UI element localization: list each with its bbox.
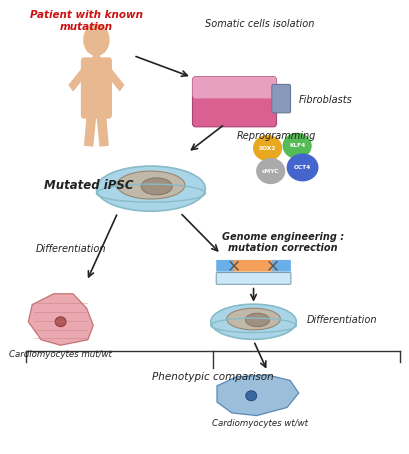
Text: Genome engineering :
mutation correction: Genome engineering : mutation correction: [222, 232, 344, 253]
Ellipse shape: [97, 166, 205, 211]
Ellipse shape: [83, 24, 110, 56]
Text: Cardiomyocytes mut/wt: Cardiomyocytes mut/wt: [9, 350, 112, 359]
Polygon shape: [84, 114, 97, 147]
FancyBboxPatch shape: [272, 260, 291, 271]
Ellipse shape: [246, 391, 257, 401]
Text: Phenotypic comparison: Phenotypic comparison: [152, 372, 274, 382]
Text: Fibroblasts: Fibroblasts: [299, 95, 353, 105]
Ellipse shape: [55, 317, 66, 327]
Text: Reprogramming: Reprogramming: [236, 131, 316, 141]
Polygon shape: [103, 65, 124, 92]
Polygon shape: [68, 65, 90, 92]
Text: KLF4: KLF4: [289, 143, 305, 148]
FancyBboxPatch shape: [193, 77, 276, 127]
Ellipse shape: [227, 308, 281, 330]
Text: cMYC: cMYC: [262, 168, 279, 173]
FancyBboxPatch shape: [216, 272, 291, 284]
Ellipse shape: [256, 158, 285, 184]
Ellipse shape: [287, 153, 319, 182]
Ellipse shape: [92, 52, 101, 66]
Text: Differentiation: Differentiation: [36, 244, 106, 254]
FancyBboxPatch shape: [216, 260, 235, 271]
Polygon shape: [28, 294, 93, 345]
Ellipse shape: [141, 178, 172, 195]
Polygon shape: [217, 375, 299, 415]
Ellipse shape: [211, 304, 297, 339]
Ellipse shape: [253, 135, 282, 161]
FancyBboxPatch shape: [272, 84, 290, 113]
Polygon shape: [97, 114, 109, 147]
Text: Patient with known
mutation: Patient with known mutation: [30, 10, 143, 32]
Text: OCT4: OCT4: [294, 165, 311, 170]
Text: Cardiomyocytes wt/wt: Cardiomyocytes wt/wt: [212, 419, 308, 428]
Text: Differentiation: Differentiation: [306, 315, 377, 325]
Ellipse shape: [117, 171, 185, 199]
Text: SOX2: SOX2: [259, 146, 276, 151]
FancyBboxPatch shape: [233, 260, 274, 271]
Ellipse shape: [283, 133, 312, 159]
Ellipse shape: [245, 313, 270, 327]
FancyBboxPatch shape: [193, 77, 276, 99]
FancyBboxPatch shape: [81, 57, 112, 118]
Text: Mutated iPSC: Mutated iPSC: [44, 179, 133, 192]
Text: Somatic cells isolation: Somatic cells isolation: [205, 20, 315, 30]
